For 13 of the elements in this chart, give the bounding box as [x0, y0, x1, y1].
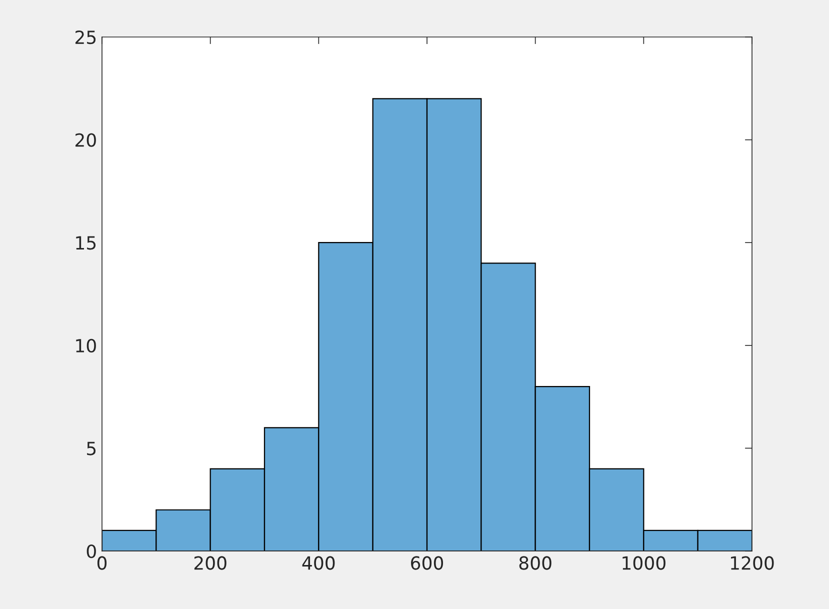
x-tick-label: 400 [302, 556, 335, 570]
y-tick-label: 0 [86, 544, 96, 558]
x-tick-label: 0 [97, 556, 107, 570]
x-tick-label: 800 [519, 556, 552, 570]
y-tick-label: 10 [76, 338, 96, 353]
x-tick-label: 1200 [731, 556, 774, 570]
y-tick-label: 20 [75, 133, 96, 147]
y-tick-label: 15 [76, 236, 96, 250]
x-tick-label: 600 [411, 556, 444, 570]
x-tick-label: 1000 [622, 556, 666, 570]
x-tick-label: 200 [194, 556, 226, 570]
y-tick-label: 5 [87, 442, 96, 456]
y-tick-label: 25 [75, 30, 96, 44]
